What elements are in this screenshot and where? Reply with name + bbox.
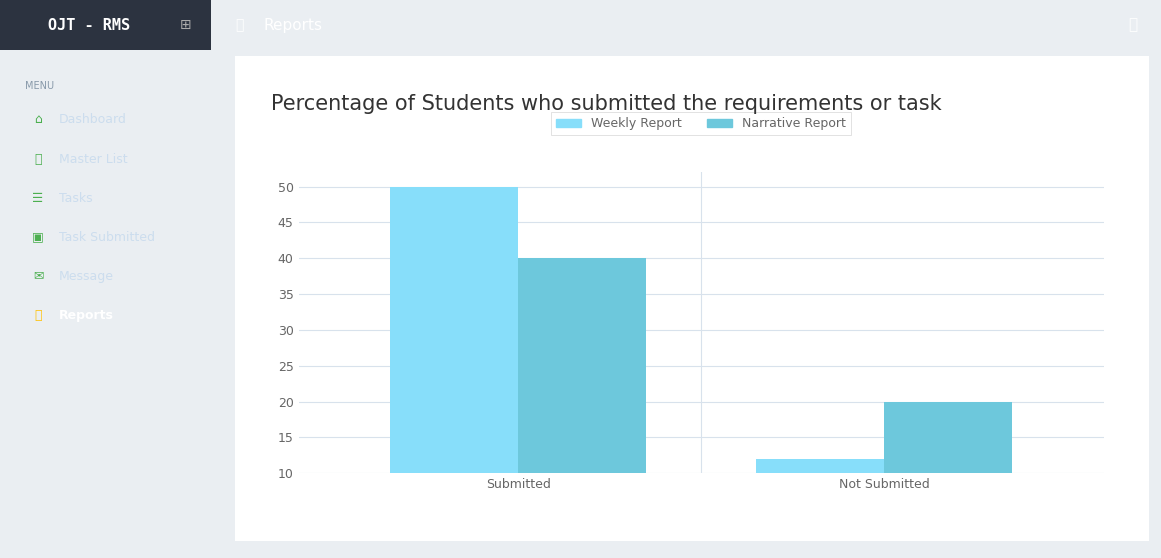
Text: ⊞: ⊞ — [180, 18, 192, 32]
Text: Task Submitted: Task Submitted — [59, 230, 156, 244]
Text: ▣: ▣ — [33, 230, 44, 244]
Bar — [390, 186, 518, 473]
Text: Dashboard: Dashboard — [59, 113, 127, 127]
Bar — [756, 459, 884, 473]
Text: Reports: Reports — [59, 309, 114, 322]
Bar — [518, 258, 647, 473]
Text: ✉: ✉ — [33, 270, 43, 283]
Text: OJT - RMS: OJT - RMS — [48, 18, 130, 32]
Text: Percentage of Students who submitted the requirements or task: Percentage of Students who submitted the… — [272, 94, 942, 114]
Legend: Weekly Report, Narrative Report: Weekly Report, Narrative Report — [551, 112, 851, 136]
Text: Message: Message — [59, 270, 114, 283]
Text: 👤: 👤 — [1128, 18, 1137, 32]
Text: Reports: Reports — [264, 18, 323, 32]
Text: Tasks: Tasks — [59, 191, 93, 205]
Text: 👥: 👥 — [35, 152, 42, 166]
Text: ⌂: ⌂ — [34, 113, 42, 127]
Text: 📊: 📊 — [235, 18, 244, 32]
FancyBboxPatch shape — [0, 0, 211, 50]
Text: Master List: Master List — [59, 152, 128, 166]
Text: MENU: MENU — [26, 81, 55, 92]
Bar — [884, 402, 1012, 473]
Text: ☰: ☰ — [33, 191, 44, 205]
Text: 📊: 📊 — [35, 309, 42, 322]
